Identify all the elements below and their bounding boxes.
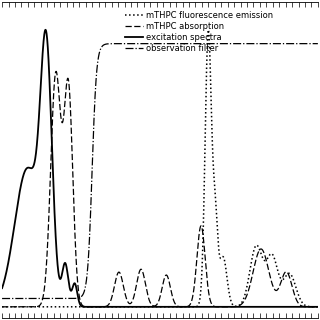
- Legend: mTHPC fluorescence emission, mTHPC absorption, excitation spectra, observation f: mTHPC fluorescence emission, mTHPC absor…: [123, 9, 275, 55]
